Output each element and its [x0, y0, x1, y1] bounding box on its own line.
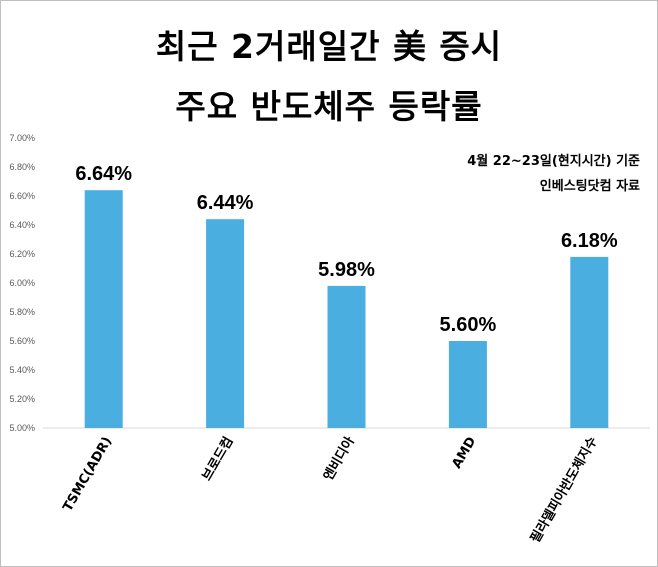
bar	[206, 219, 245, 428]
y-tick-label: 5.20%	[9, 394, 35, 404]
source-note: 인베스팅닷컴 자료	[539, 179, 640, 194]
chart-title-line2: 주요 반도체주 등락률	[175, 87, 483, 126]
category-label: 필라델피아반도체지수	[527, 434, 601, 546]
y-tick-label: 5.80%	[9, 307, 35, 317]
data-label: 5.98%	[318, 259, 375, 281]
data-label: 6.18%	[561, 230, 618, 252]
data-label: 5.60%	[440, 314, 497, 336]
bar	[327, 285, 366, 428]
y-axis: 5.00% 5.20% 5.40% 5.60% 5.80% 6.00% 6.20% 6.40%…	[9, 133, 650, 433]
y-tick-label: 7.00%	[9, 133, 35, 143]
y-tick-label: 5.60%	[9, 336, 35, 346]
y-tick-label: 6.80%	[9, 162, 35, 172]
category-label: AMD	[449, 434, 479, 471]
chart-title-line1: 최근 2거래일간 美 증시	[155, 27, 503, 66]
date-note: 4월 22~23일(현지시간) 기준	[467, 154, 640, 169]
bar	[570, 256, 609, 428]
y-tick-label: 6.40%	[9, 220, 35, 230]
y-tick-label: 5.40%	[9, 365, 35, 375]
y-tick-label: 6.60%	[9, 191, 35, 201]
category-label: 엔비디아	[320, 434, 358, 483]
data-labels: 6.64% 6.44% 5.98% 5.60% 6.18%	[75, 163, 618, 336]
bar	[448, 341, 487, 428]
data-label: 6.64%	[75, 163, 132, 185]
bars	[84, 190, 609, 428]
y-tick-label: 6.20%	[9, 249, 35, 259]
category-label: TSMC(ADR)	[60, 435, 115, 515]
y-tick-label: 6.00%	[9, 278, 35, 288]
y-tick-label: 5.00%	[9, 423, 35, 433]
bar	[84, 190, 123, 428]
category-label: 브로드컴	[200, 435, 237, 484]
category-labels: TSMC(ADR) 브로드컴 엔비디아 AMD 필라델피아반도체지수	[60, 434, 600, 546]
data-label: 6.44%	[197, 192, 254, 214]
